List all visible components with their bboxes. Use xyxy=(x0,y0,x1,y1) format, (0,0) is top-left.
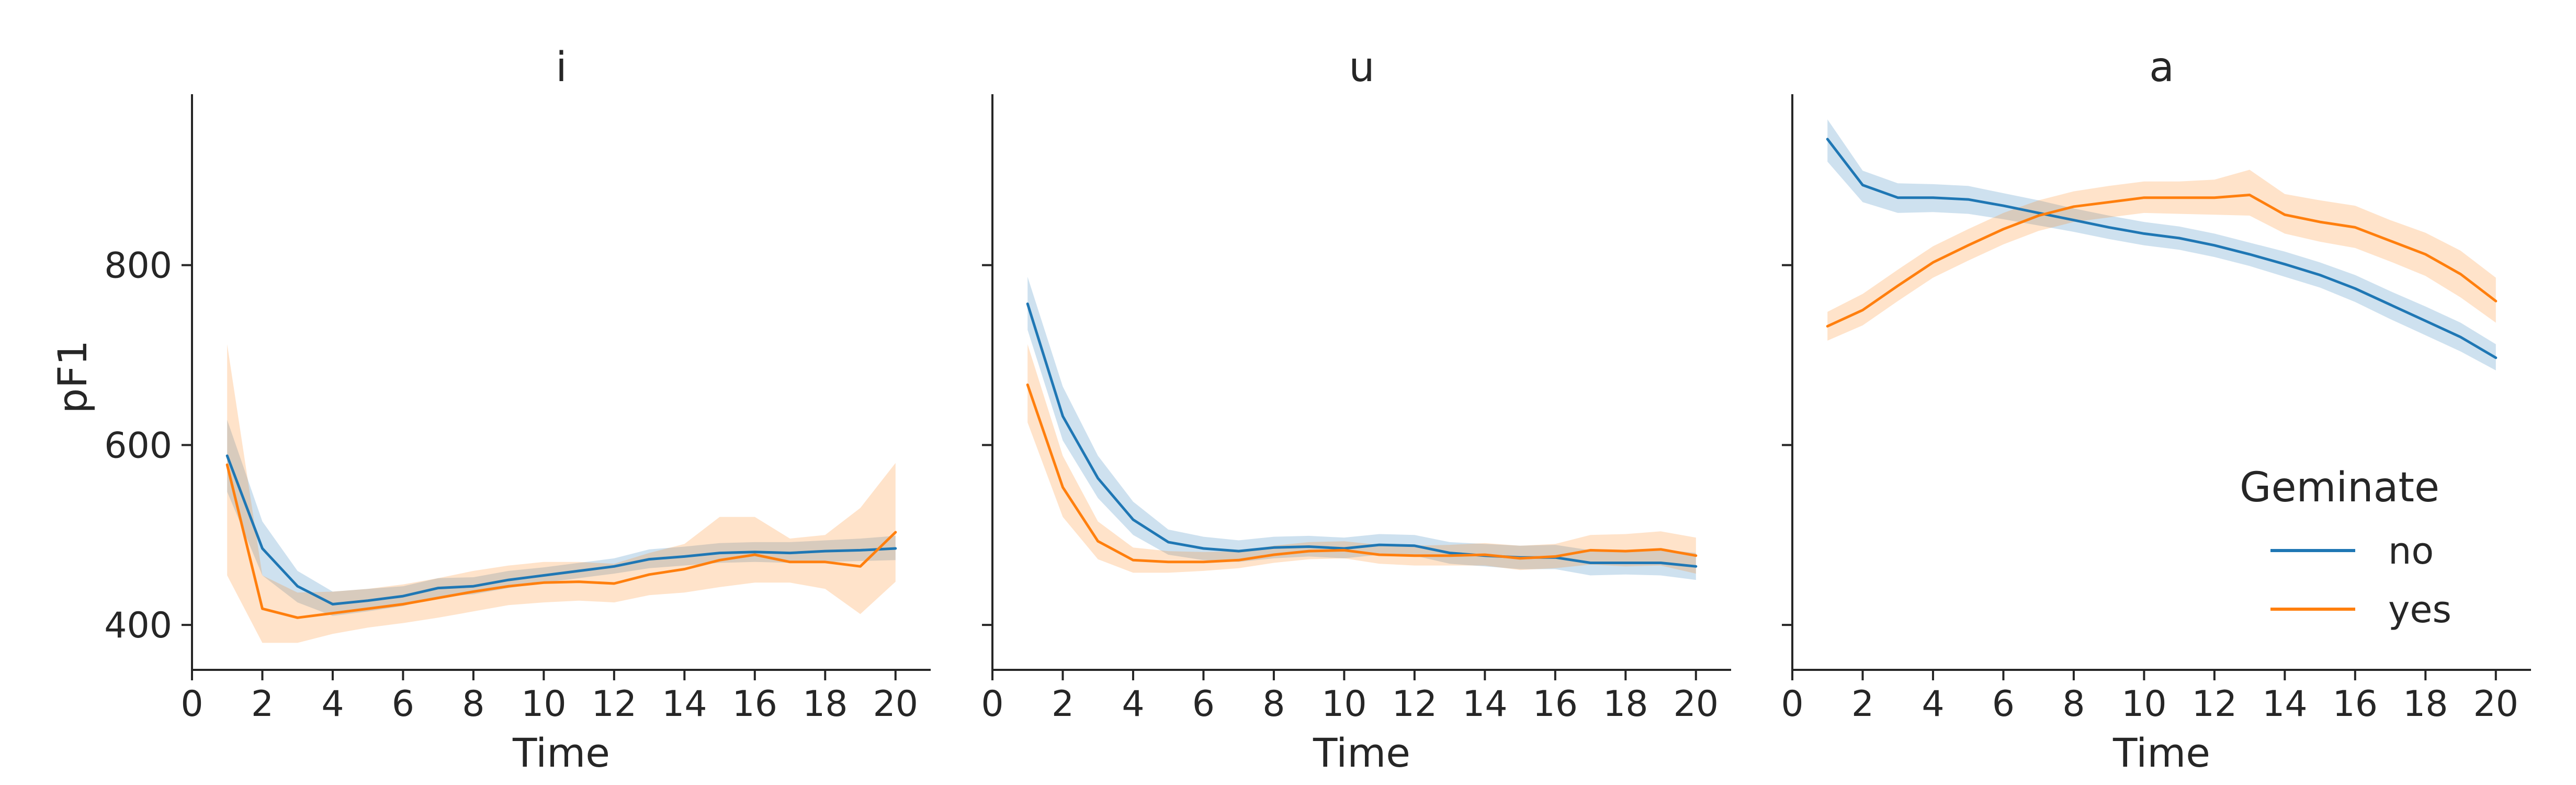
legend: Geminate no yes xyxy=(2240,464,2451,631)
x-tick-label-i-16: 16 xyxy=(732,683,778,725)
series-line-i-yes xyxy=(225,463,897,619)
series-line-u-no xyxy=(1026,302,1698,568)
ci-band-a-yes xyxy=(1827,170,2496,341)
x-tick-label-u-16: 16 xyxy=(1533,683,1578,725)
legend-label-no: no xyxy=(2388,530,2434,573)
x-tick-label-u-12: 12 xyxy=(1392,683,1438,725)
x-tick-label-i-0: 0 xyxy=(180,683,203,725)
x-axis-title-i: Time xyxy=(512,730,610,776)
x-tick-label-u-6: 6 xyxy=(1192,683,1215,725)
x-tick-label-u-4: 4 xyxy=(1122,683,1144,725)
x-tick-label-i-6: 6 xyxy=(392,683,414,725)
series-line-u-yes xyxy=(1026,383,1698,564)
ci-band-i-no xyxy=(227,420,896,616)
x-tick-label-u-20: 20 xyxy=(1673,683,1719,725)
x-tick-label-a-18: 18 xyxy=(2403,683,2448,725)
x-tick-label-a-20: 20 xyxy=(2473,683,2518,725)
panel-title-u: u xyxy=(1349,44,1374,91)
x-tick-label-a-4: 4 xyxy=(1922,683,1944,725)
panel-a: a 0 2 4 6 8 10 12 14 16 18 20 Time xyxy=(1781,44,2531,776)
series-line-i-no xyxy=(225,454,897,605)
panel-u: u 0 2 4 6 8 10 12 14 16 18 20 Time xyxy=(981,44,1731,776)
ci-band-a-no xyxy=(1827,119,2496,371)
x-tick-label-a-12: 12 xyxy=(2192,683,2238,725)
x-tick-label-a-0: 0 xyxy=(1781,683,1803,725)
x-tick-label-i-14: 14 xyxy=(662,683,707,725)
x-tick-label-u-14: 14 xyxy=(1462,683,1508,725)
x-tick-label-i-10: 10 xyxy=(521,683,567,725)
series-line-a-no xyxy=(1826,138,2498,360)
x-axis-title-a: Time xyxy=(2112,730,2210,776)
x-tick-label-i-2: 2 xyxy=(251,683,274,725)
x-tick-label-i-12: 12 xyxy=(592,683,637,725)
x-tick-label-a-14: 14 xyxy=(2262,683,2308,725)
x-tick-label-a-10: 10 xyxy=(2121,683,2167,725)
x-tick-label-a-8: 8 xyxy=(2062,683,2085,725)
x-tick-label-i-18: 18 xyxy=(803,683,848,725)
y-tick-label-600: 600 xyxy=(104,425,172,466)
x-axis-title-u: Time xyxy=(1313,730,1410,776)
y-axis-title: pF1 xyxy=(49,340,96,413)
y-tick-label-800: 800 xyxy=(104,245,172,287)
x-tick-label-i-20: 20 xyxy=(873,683,918,725)
x-tick-label-i-4: 4 xyxy=(321,683,344,725)
panel-title-i: i xyxy=(556,44,567,91)
x-tick-label-u-18: 18 xyxy=(1603,683,1648,725)
x-tick-label-u-10: 10 xyxy=(1321,683,1367,725)
x-tick-label-u-0: 0 xyxy=(981,683,1003,725)
legend-label-yes: yes xyxy=(2388,588,2451,631)
panel-title-a: a xyxy=(2149,44,2174,91)
x-tick-label-a-16: 16 xyxy=(2333,683,2378,725)
legend-title: Geminate xyxy=(2240,464,2439,511)
x-tick-label-u-8: 8 xyxy=(1262,683,1285,725)
series-line-a-yes xyxy=(1826,194,2498,328)
y-tick-label-400: 400 xyxy=(104,605,172,646)
ci-band-u-no xyxy=(1027,276,1696,580)
x-tick-label-u-2: 2 xyxy=(1052,683,1074,725)
panel-i: i 0 2 4 6 8 10 12 14 16 18 20 400 600 800 Time xyxy=(104,44,931,776)
ci-band-i-yes xyxy=(227,344,896,643)
x-tick-label-a-2: 2 xyxy=(1851,683,1874,725)
x-tick-label-i-8: 8 xyxy=(462,683,484,725)
x-tick-label-a-6: 6 xyxy=(1992,683,2015,725)
